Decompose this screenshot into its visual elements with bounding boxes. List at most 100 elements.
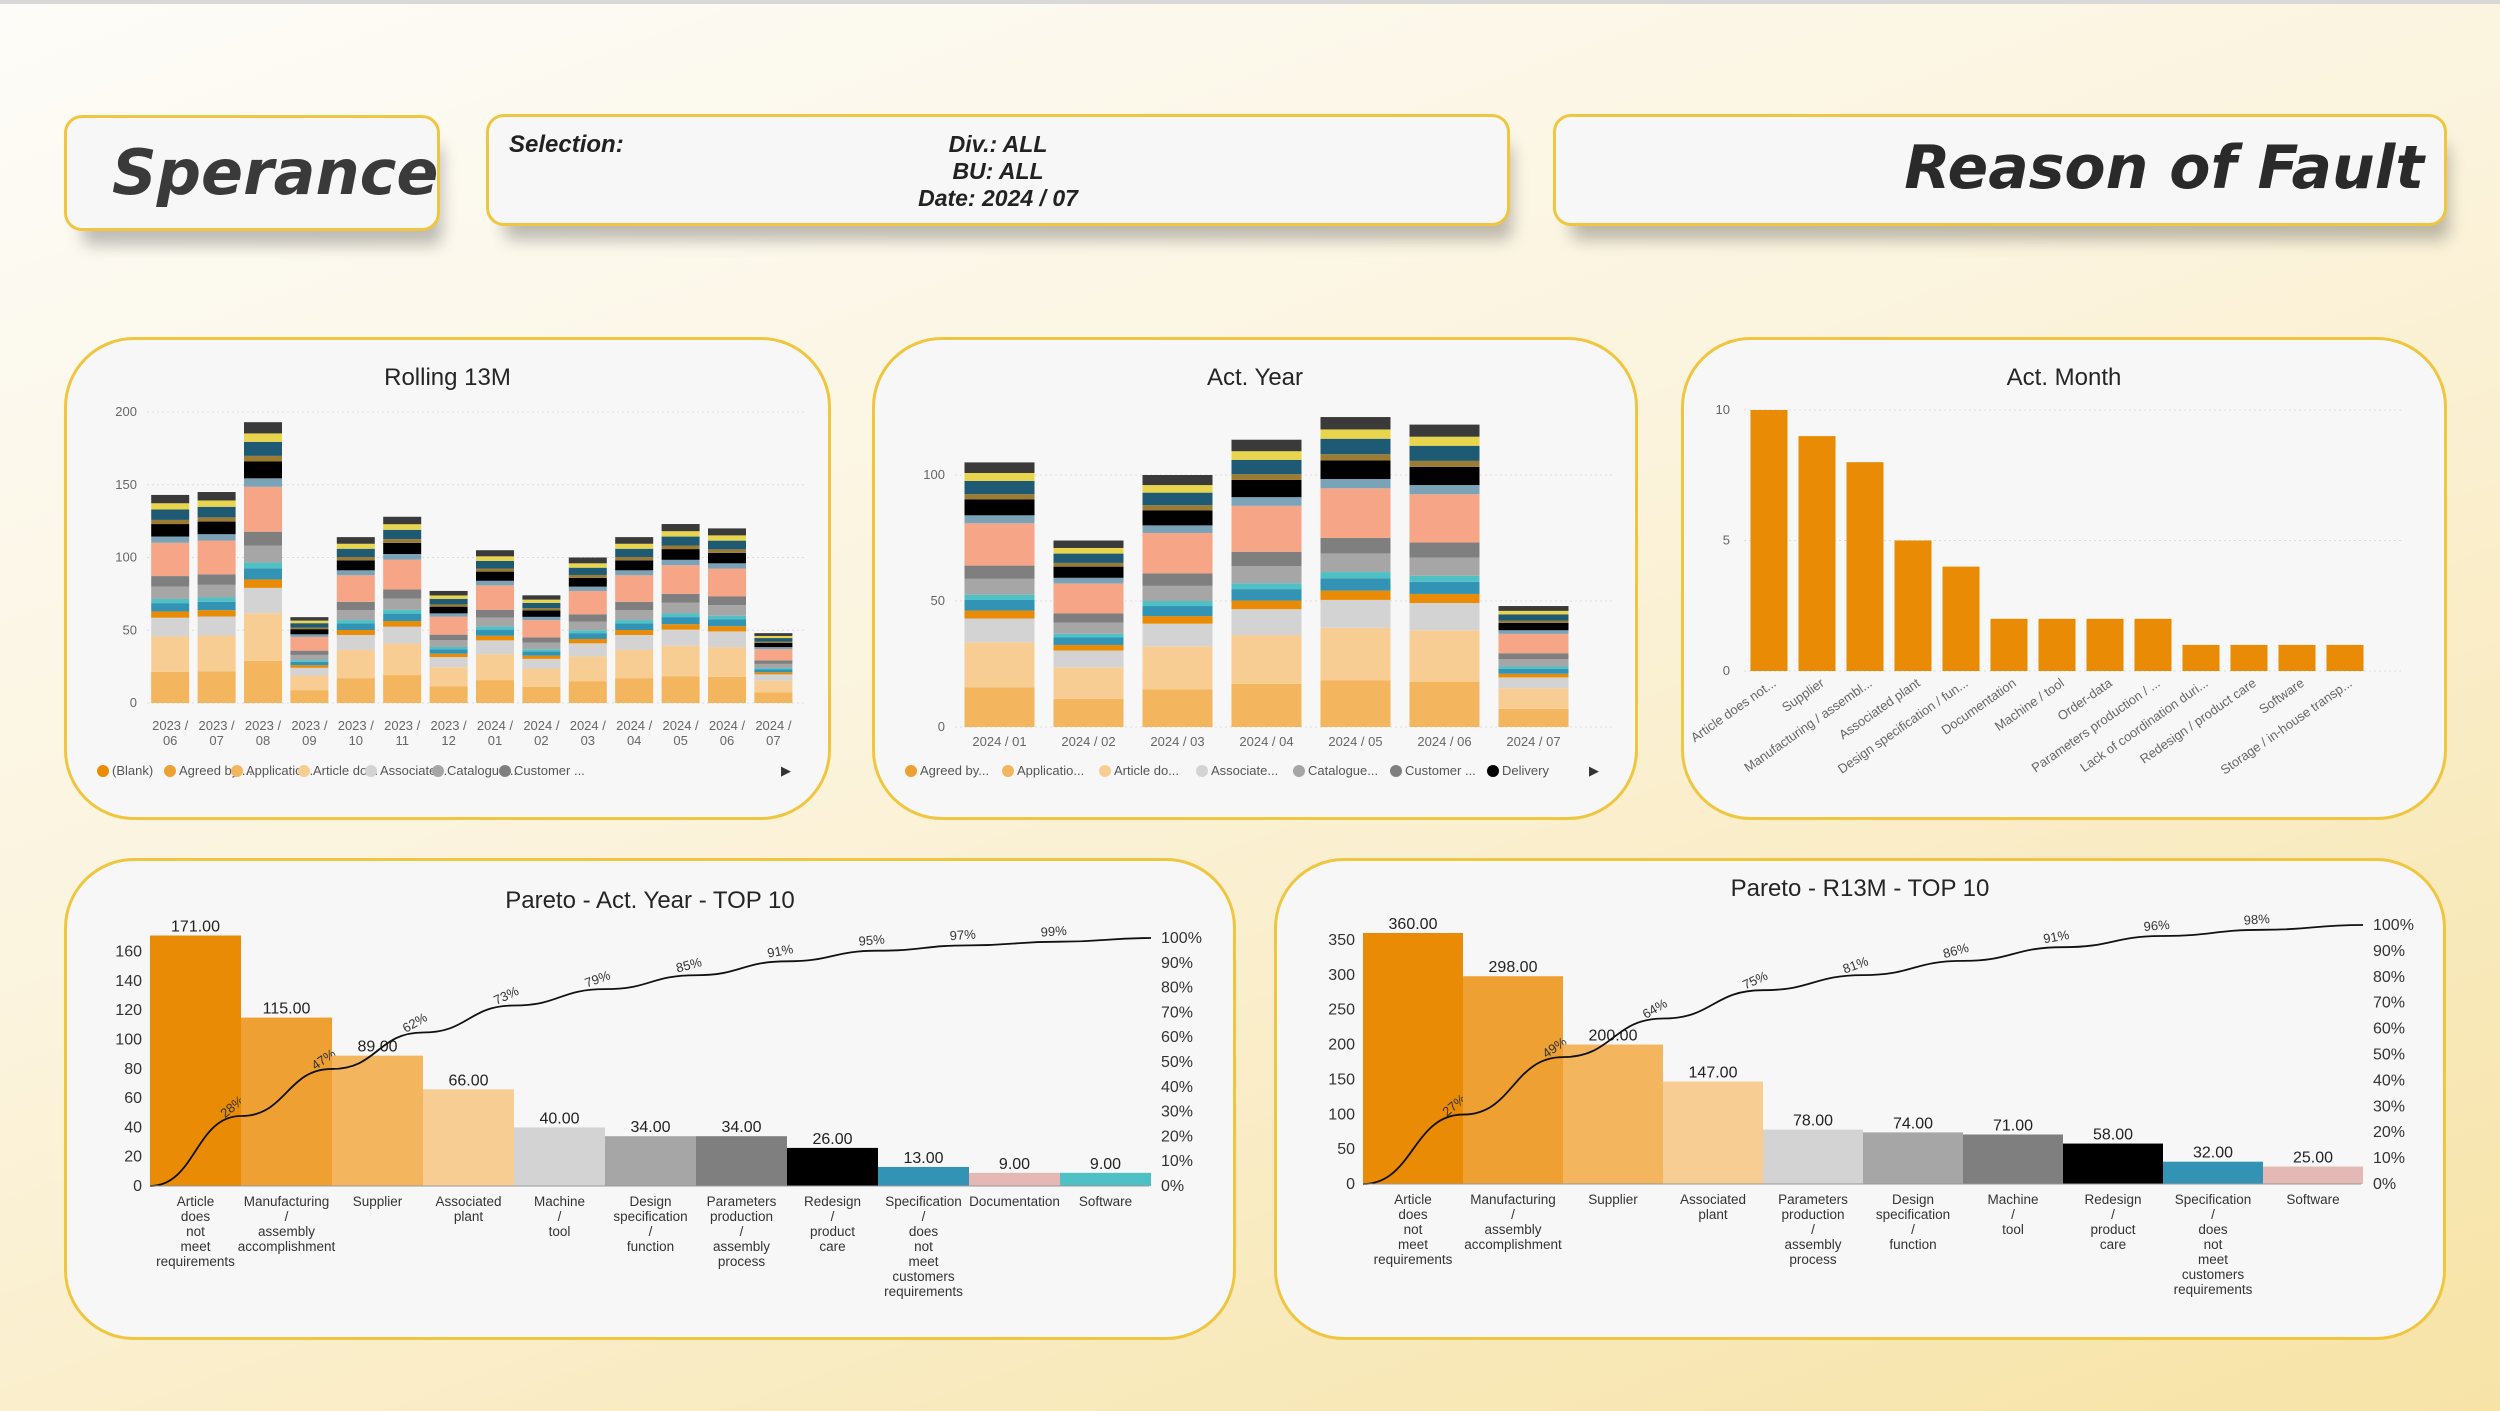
x-tick-label: / xyxy=(1811,1222,1815,1237)
y2-tick-label: 80% xyxy=(1161,980,1193,997)
pareto-bar xyxy=(2063,1143,2163,1184)
bar-segment xyxy=(661,549,700,560)
bar-segment xyxy=(1498,673,1569,678)
bar-segment xyxy=(336,623,375,631)
bar-segment xyxy=(1498,653,1569,660)
y2-tick-label: 10% xyxy=(1161,1153,1193,1170)
bar xyxy=(1990,618,2028,671)
data-label: 13.00 xyxy=(903,1150,943,1167)
bar-segment xyxy=(197,584,236,598)
x-tick-label: accomplishment xyxy=(238,1239,336,1254)
bar-segment xyxy=(568,633,607,639)
bar-segment xyxy=(290,629,329,635)
bar-segment xyxy=(476,617,514,627)
bar-segment xyxy=(615,557,654,561)
bar-segment xyxy=(151,636,190,672)
bar-segment xyxy=(429,646,468,650)
x-tick-label: / xyxy=(1511,1207,1515,1222)
bar-segment xyxy=(197,671,236,703)
x-tick-label: 2023 / xyxy=(338,718,375,733)
pareto-bar xyxy=(150,935,241,1186)
y-tick-label: 100 xyxy=(923,467,945,482)
bar-segment xyxy=(336,543,375,549)
y-tick-label: 60 xyxy=(124,1090,142,1107)
legend-marker xyxy=(1390,765,1402,777)
bar-segment xyxy=(429,616,468,635)
bar-segment xyxy=(1231,589,1302,601)
y2-tick-label: 40% xyxy=(2373,1072,2405,1089)
bar-segment xyxy=(197,597,236,602)
brand-card: Sperance xyxy=(64,115,440,231)
x-tick-label: 2024 / xyxy=(523,718,560,733)
x-tick-label: Design xyxy=(1892,1192,1934,1207)
bar-segment xyxy=(708,552,746,564)
bar-segment xyxy=(661,617,700,625)
bar-segment xyxy=(661,676,700,703)
x-tick-label: / xyxy=(2011,1207,2015,1222)
bar-segment xyxy=(197,616,236,636)
pareto-r13m-chart: 0 50 100 150 200 250 300 350 0% 10% 20% 30% 40% 50% 60… xyxy=(1328,911,2414,1297)
bar-segment xyxy=(429,613,468,617)
bar-segment xyxy=(383,524,422,530)
x-tick-label: 2024 / 02 xyxy=(1061,734,1115,749)
bar-segment xyxy=(151,617,190,637)
bar-segment xyxy=(708,647,746,677)
y-tick-label: 5 xyxy=(1723,533,1730,548)
bar-segment xyxy=(568,557,607,564)
x-tick-label: Manufacturing xyxy=(244,1194,330,1209)
bar-segment xyxy=(615,630,654,635)
cumulative-label: 91% xyxy=(2042,927,2071,946)
x-tick-label: meet xyxy=(180,1239,210,1254)
x-tick-label: not xyxy=(914,1239,933,1254)
x-tick-label: Redesign xyxy=(804,1194,861,1209)
bar-segment xyxy=(1409,460,1480,467)
data-label: 9.00 xyxy=(999,1156,1030,1173)
x-tick-label: requirements xyxy=(884,1284,963,1299)
bar-segment xyxy=(1231,583,1302,590)
bar-segment xyxy=(429,686,468,703)
x-tick-label: 2023 / xyxy=(152,718,189,733)
selection-values: Div.: ALL BU: ALL Date: 2024 / 07 xyxy=(489,131,1507,212)
bar-segment xyxy=(476,585,514,610)
bar-segment xyxy=(568,614,607,622)
x-tick-label: Associated xyxy=(435,1194,501,1209)
bar-segment xyxy=(568,643,607,657)
bar-segment xyxy=(383,589,422,599)
bar-segment xyxy=(615,537,654,544)
bar-segment xyxy=(964,499,1035,516)
top-divider xyxy=(0,0,2500,4)
bar-segment xyxy=(336,634,375,650)
bar-segment xyxy=(1320,590,1391,600)
legend-marker xyxy=(1487,765,1499,777)
data-label: 200.00 xyxy=(1589,1028,1638,1045)
bar-segment xyxy=(1053,637,1124,645)
x-tick-label: meet xyxy=(908,1254,938,1269)
bar-segment xyxy=(383,529,422,540)
bar-segment xyxy=(522,616,561,621)
data-label: 32.00 xyxy=(2193,1145,2233,1162)
x-tick-label: 2024 / xyxy=(755,718,792,733)
y-tick-label: 100 xyxy=(115,550,137,565)
cumulative-line xyxy=(1362,924,2364,1185)
data-label: 74.00 xyxy=(1893,1115,1933,1132)
bar-segment xyxy=(290,634,329,637)
pareto-bar xyxy=(332,1055,423,1186)
bar-segment xyxy=(1498,688,1569,709)
report-title: Reason of Fault xyxy=(1904,133,2424,203)
bar-segment xyxy=(244,461,282,479)
panel-rolling-13m: Rolling 13M 0 50 100 150 200 2023 /06 2023 /07… xyxy=(64,337,831,820)
bar-segment xyxy=(1320,460,1391,480)
x-tick-label: requirements xyxy=(1374,1252,1453,1267)
pareto-bar xyxy=(1363,933,1463,1184)
bar-segment xyxy=(1320,680,1391,727)
y-tick-label: 250 xyxy=(1328,1002,1355,1019)
data-label: 115.00 xyxy=(263,1001,311,1018)
bar-segment xyxy=(568,586,607,591)
bar-segment xyxy=(1409,424,1480,437)
data-label: 147.00 xyxy=(1689,1065,1738,1082)
bar-segment xyxy=(661,559,700,566)
chart-title: Act. Month xyxy=(2006,364,2122,391)
bar-segment xyxy=(661,645,700,677)
bar-segment xyxy=(1409,681,1480,727)
x-tick-label: / xyxy=(1911,1222,1915,1237)
